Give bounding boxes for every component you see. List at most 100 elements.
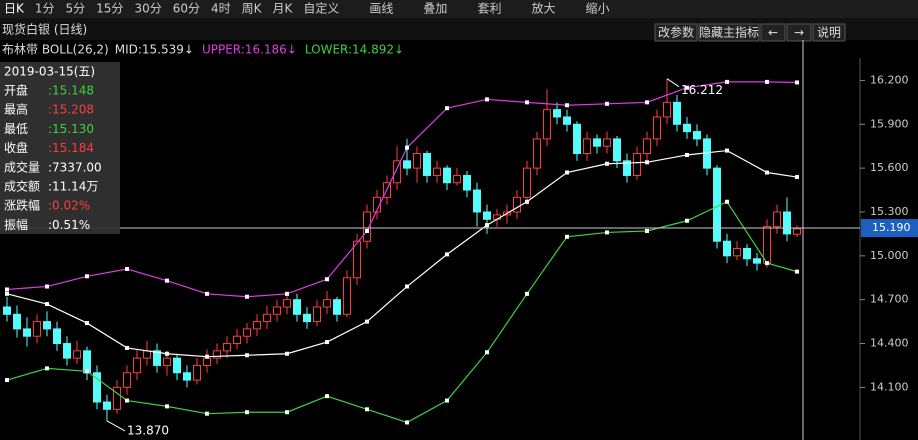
y-tick-label: 14.700: [870, 293, 909, 306]
toolbar-item[interactable]: 5分: [66, 2, 86, 16]
band-line: [6, 200, 798, 424]
candle-body: [53, 328, 61, 345]
toolbar-item[interactable]: 60分: [173, 2, 200, 16]
candle-body: [613, 138, 621, 162]
toolbar-item[interactable]: 缩小: [585, 1, 609, 16]
max-label: 16.212: [681, 83, 723, 97]
cursor-label: 15.190: [872, 221, 911, 234]
button-label[interactable]: ←: [768, 26, 778, 40]
candle-body: [23, 328, 31, 337]
legend-entry: UPPER:16.186↓: [202, 43, 297, 57]
band-dot: [645, 100, 649, 105]
candle-body: [333, 299, 341, 315]
candle-body: [73, 350, 81, 359]
tooltip-panel: [0, 62, 120, 234]
candle-body: [753, 258, 761, 264]
candle-body: [723, 240, 731, 257]
toolbar-item[interactable]: 周K: [242, 2, 263, 16]
candle-body: [313, 306, 321, 323]
band-dot: [685, 152, 689, 157]
band-dot: [525, 291, 529, 296]
button-label[interactable]: 隐藏主指标: [699, 25, 759, 40]
band-dot: [405, 145, 409, 150]
button[interactable]: [812, 23, 846, 42]
toolbar-item[interactable]: 日K: [4, 2, 25, 16]
band-dot: [765, 79, 769, 84]
band-dot: [5, 378, 9, 383]
candle-body: [3, 306, 11, 315]
band-dot: [165, 404, 169, 409]
band-dot: [165, 351, 169, 356]
candle-body: [213, 350, 221, 359]
band-dot: [565, 170, 569, 175]
band-dot: [445, 252, 449, 257]
tooltip-key: 收盘: [4, 140, 28, 155]
toolbar-item[interactable]: 15分: [96, 2, 123, 16]
candle-body: [13, 313, 21, 330]
toolbar-item[interactable]: 月K: [273, 2, 294, 16]
candle-body: [153, 350, 161, 366]
candle-body: [323, 299, 331, 308]
band-dot: [605, 161, 609, 166]
candle-body: [363, 211, 371, 242]
candle-body: [63, 343, 71, 359]
band-dot: [85, 274, 89, 279]
candle-body: [593, 138, 601, 147]
toolbar-item[interactable]: 画线: [369, 2, 393, 16]
band-dot: [285, 291, 289, 296]
toolbar-item[interactable]: 30分: [134, 2, 161, 16]
band-dot: [645, 160, 649, 165]
y-tick-label: 14.100: [870, 380, 909, 393]
toolbar-item[interactable]: 自定义: [303, 1, 339, 16]
button[interactable]: [698, 23, 760, 42]
tooltip-value: :11.14万: [48, 180, 98, 194]
band-dot: [645, 228, 649, 233]
band-dot: [45, 366, 49, 371]
band-dot: [245, 410, 249, 415]
candle-body: [633, 153, 641, 176]
indicator-name: 布林带 BOLL(26,2): [2, 43, 109, 57]
candle-body: [343, 277, 351, 315]
tooltip-key: 涨跌幅: [4, 198, 40, 213]
band-dot: [125, 398, 129, 403]
toolbar-item[interactable]: 放大: [531, 1, 555, 16]
candle-body: [443, 167, 451, 184]
candle-body: [143, 350, 151, 359]
toolbar-item[interactable]: 叠加: [423, 2, 447, 16]
y-tick-label: 15.300: [870, 205, 909, 218]
candle-body: [243, 328, 251, 337]
tooltip-value: :15.130: [48, 122, 94, 136]
band-dot: [485, 350, 489, 355]
band-dot: [245, 294, 249, 299]
candle-body: [643, 138, 651, 155]
band-dot: [125, 266, 129, 271]
candle-body: [573, 123, 581, 155]
candle-body: [733, 248, 741, 257]
button-label[interactable]: 说明: [817, 25, 841, 40]
band-dot: [205, 411, 209, 416]
cursor-box: [861, 219, 918, 238]
candle-body: [293, 299, 301, 315]
candle-body: [533, 138, 541, 169]
button[interactable]: [760, 23, 786, 42]
band-dot: [165, 278, 169, 283]
y-tick-label: 14.400: [870, 337, 909, 350]
button-label[interactable]: 改参数: [658, 25, 694, 40]
candle-body: [793, 228, 801, 235]
tooltip-date: 2019-03-15(五): [4, 65, 95, 79]
button[interactable]: [654, 23, 698, 42]
band-dot: [5, 291, 9, 296]
toolbar-item[interactable]: 1分: [35, 2, 55, 16]
band-dot: [765, 261, 769, 266]
tooltip-value: :15.184: [48, 141, 94, 155]
band-dot: [485, 97, 489, 102]
button[interactable]: [786, 23, 812, 42]
band-dot: [5, 287, 9, 292]
band-dot: [725, 148, 729, 153]
button-label[interactable]: →: [794, 26, 804, 40]
toolbar-item[interactable]: 4时: [211, 2, 231, 16]
tooltip-value: :15.148: [48, 84, 94, 98]
toolbar-item[interactable]: 套利: [477, 2, 501, 16]
tooltip-key: 最高: [4, 102, 28, 117]
